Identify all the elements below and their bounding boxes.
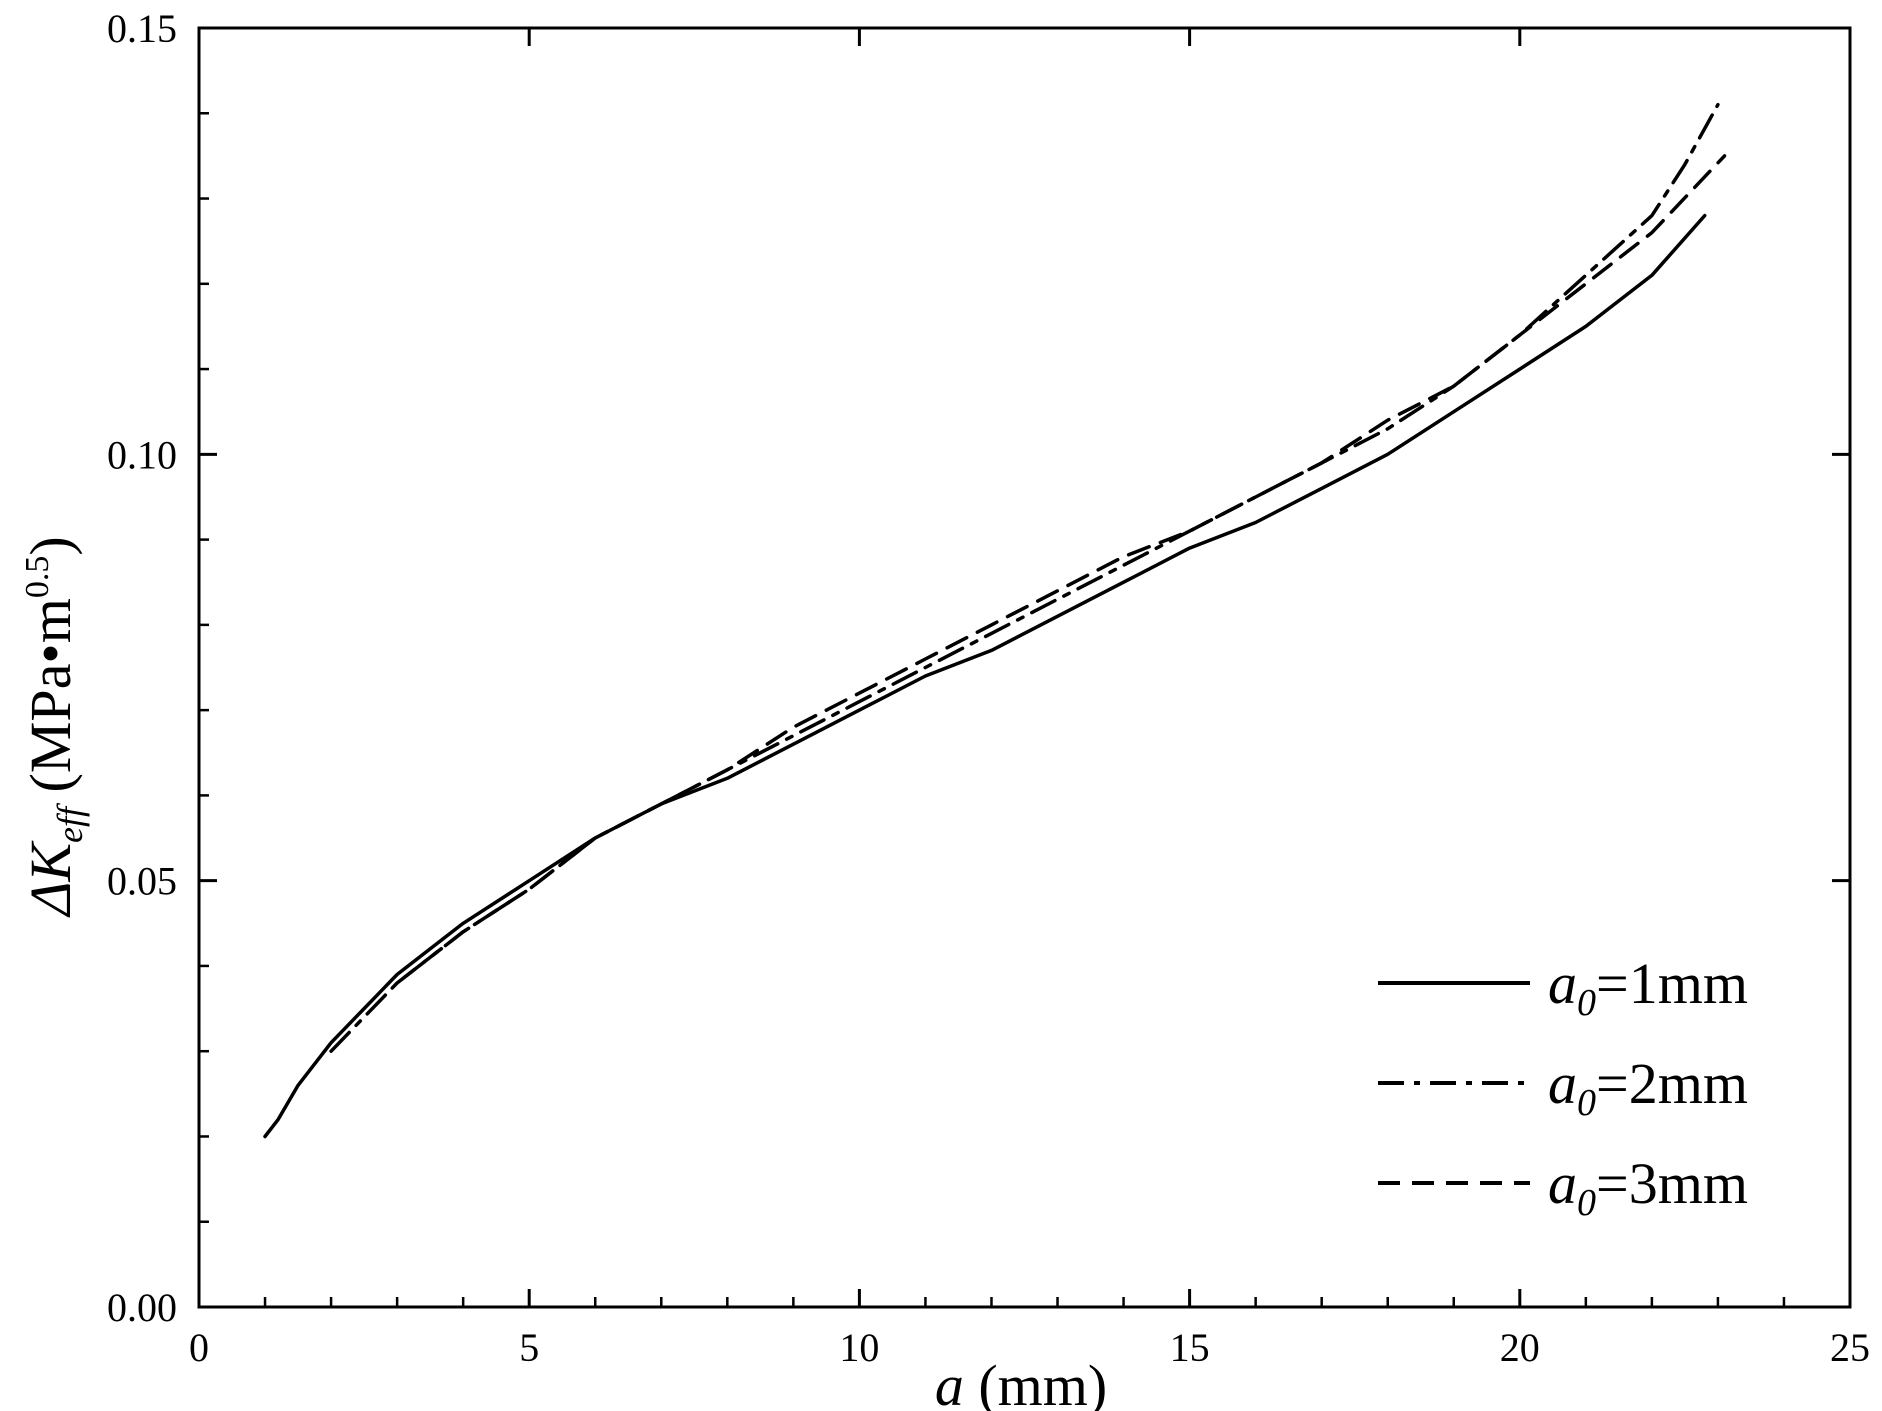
x-tick-label: 5 <box>519 1325 539 1370</box>
legend: a0=1mm a0=2mm a0=3mm <box>1378 951 1748 1224</box>
series-line-3 <box>395 154 1727 985</box>
x-axis-title-var: a <box>935 1353 964 1411</box>
y-axis-title-close: ) <box>18 536 83 555</box>
plot-frame <box>197 26 1852 1309</box>
x-axis-title-unit: (mm) <box>964 1353 1107 1411</box>
y-axis-title-sub: eff <box>50 802 90 843</box>
x-tick-label: 15 <box>1170 1325 1210 1370</box>
y-axis-title-sup: 0.5 <box>19 556 56 599</box>
y-axis-title-unit: (MPa•m <box>18 598 83 807</box>
legend-label-2: a0=2mm <box>1548 1051 1748 1124</box>
x-axis-title: a (mm) <box>935 1353 1107 1411</box>
legend-label-3: a0=3mm <box>1548 1151 1748 1224</box>
x-tick-label: 10 <box>839 1325 879 1370</box>
plot-area <box>197 26 1852 1309</box>
y-tick-label: 0.00 <box>107 1285 177 1330</box>
y-axis-title-prefix: ΔK <box>18 840 83 918</box>
y-tick-label: 0.15 <box>107 6 177 51</box>
y-tick-label: 0.10 <box>107 432 177 477</box>
x-tick-label: 25 <box>1830 1325 1870 1370</box>
legend-label-1: a0=1mm <box>1548 951 1748 1024</box>
x-tick-label: 0 <box>189 1325 209 1370</box>
y-axis: 0.00 0.05 0.10 0.15 <box>107 6 1850 1330</box>
y-axis-title: ΔKeff (MPa•m0.5) <box>18 536 90 917</box>
y-tick-label: 0.05 <box>107 859 177 904</box>
series-layer <box>263 102 1727 1139</box>
x-axis: 0 5 10 15 20 25 <box>189 28 1870 1370</box>
x-tick-label: 20 <box>1500 1325 1540 1370</box>
series-line-1 <box>263 213 1707 1139</box>
series-line-2 <box>329 102 1720 1053</box>
